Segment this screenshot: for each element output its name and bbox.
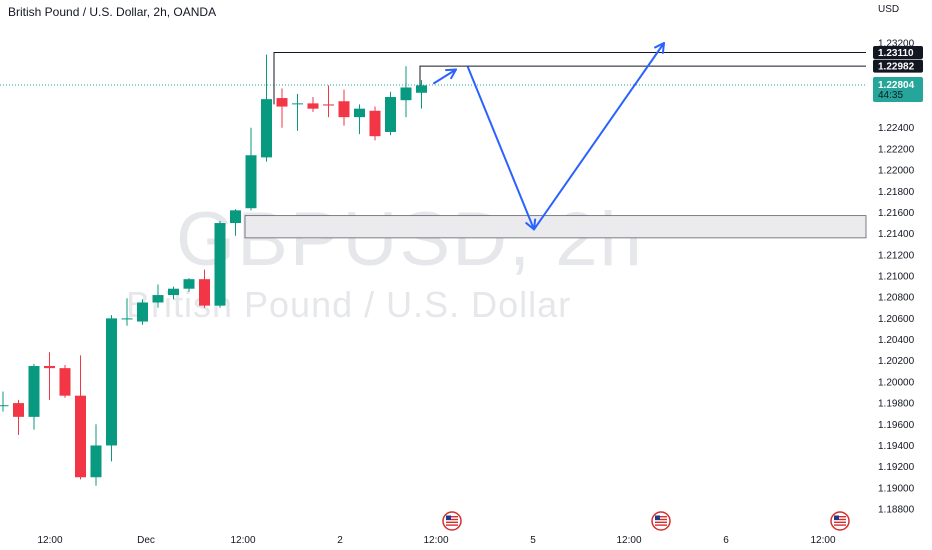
level-line (273, 52, 866, 105)
level-line (419, 65, 866, 91)
candle-body (385, 97, 396, 132)
y-tick-label: 1.19400 (878, 441, 915, 452)
current-price-tag (873, 76, 923, 102)
current-price-text: 1.22804 (878, 80, 915, 91)
y-tick-label: 1.19600 (878, 420, 915, 431)
candle-body (416, 85, 427, 93)
chart-title: British Pound / U.S. Dollar, 2h, OANDA (8, 5, 217, 19)
arrow-head (445, 68, 457, 80)
y-tick-label: 1.19200 (878, 462, 915, 473)
candle-body (261, 99, 272, 158)
candle-body (183, 279, 195, 289)
candle-body (0, 405, 9, 407)
x-tick-label: 12:00 (230, 535, 255, 546)
us-flag-event-icon[interactable] (651, 511, 671, 531)
x-tick-label: 12:00 (37, 535, 62, 546)
candle-body (369, 110, 381, 137)
y-tick-label: 1.19800 (878, 399, 915, 410)
projection-arrow (467, 66, 535, 231)
watermark-symbol: GBPUSD, 2h (176, 197, 644, 282)
x-tick-label: Dec (137, 535, 155, 546)
x-tick-label: 2 (337, 535, 343, 546)
y-tick-label: 1.22000 (878, 166, 915, 177)
candle-body (400, 87, 412, 101)
us-flag-event-icon[interactable] (830, 511, 850, 531)
x-tick-label: 6 (723, 535, 729, 546)
candle-body (199, 279, 210, 306)
level-price-text: 1.22982 (878, 62, 915, 73)
x-tick-label: 12:00 (616, 535, 641, 546)
candle-body (90, 445, 102, 478)
y-tick-label: 1.23200 (878, 39, 915, 50)
y-tick-label: 1.21600 (878, 208, 915, 219)
us-flag-event-icon[interactable] (442, 511, 462, 531)
countdown-text: 44:35 (878, 90, 903, 101)
y-tick-label: 1.22400 (878, 123, 915, 134)
level-price-text: 1.23110 (878, 48, 914, 59)
currency-label: USD (878, 4, 900, 15)
candle-body (106, 318, 117, 446)
candle-body (323, 104, 334, 106)
x-tick-label: 12:00 (810, 535, 835, 546)
candle-body (75, 395, 86, 478)
candle-body (354, 108, 365, 118)
candle-body (214, 223, 226, 306)
price-zone (244, 215, 867, 239)
y-tick-label: 1.21400 (878, 229, 915, 240)
candle-body (152, 295, 164, 303)
candle-body (121, 318, 133, 320)
y-tick-label: 1.20400 (878, 335, 915, 346)
x-tick-label: 5 (530, 535, 536, 546)
candle-body (44, 366, 55, 369)
candle-body (276, 98, 288, 107)
candle-body (168, 288, 179, 296)
candle-body (307, 103, 319, 109)
projection-arrow (433, 68, 457, 85)
y-tick-label: 1.21000 (878, 272, 915, 283)
y-tick-label: 1.19000 (878, 483, 915, 494)
y-tick-label: 1.20800 (878, 293, 915, 304)
y-tick-label: 1.20200 (878, 356, 915, 367)
projection-arrow (533, 42, 665, 231)
candle-body (338, 101, 350, 118)
y-tick-label: 1.20600 (878, 314, 915, 325)
y-tick-label: 1.18800 (878, 505, 915, 516)
y-tick-label: 1.20000 (878, 377, 915, 388)
candle-body (137, 302, 148, 322)
y-tick-label: 1.21800 (878, 187, 915, 198)
candle-body (28, 366, 40, 417)
candle-body (245, 155, 257, 209)
x-tick-label: 12:00 (423, 535, 448, 546)
candle-body (292, 103, 303, 105)
candle-body (13, 403, 24, 417)
arrow-head (654, 42, 665, 54)
candle-body (230, 210, 241, 224)
level-price-tag (873, 59, 923, 73)
candle-body (59, 368, 71, 396)
level-price-tag (873, 46, 923, 60)
y-tick-label: 1.22200 (878, 144, 915, 155)
y-tick-label: 1.21200 (878, 250, 915, 261)
